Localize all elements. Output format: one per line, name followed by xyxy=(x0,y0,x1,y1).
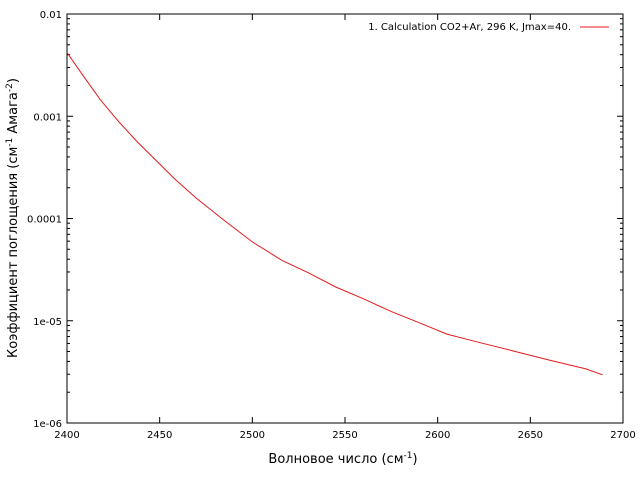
legend-entry-label: 1. Calculation CO2+Ar, 296 K, Jmax=40. xyxy=(368,22,571,33)
series-line xyxy=(66,52,603,376)
x-tick-label: 2700 xyxy=(610,430,635,441)
x-axis-label: Волновое число (см-1) xyxy=(268,451,417,467)
y-tick-label: 1e-05 xyxy=(33,317,62,328)
legend: 1. Calculation CO2+Ar, 296 K, Jmax=40. xyxy=(368,22,609,33)
plot-frame xyxy=(66,13,624,424)
series-layer xyxy=(66,52,603,376)
y-tick-label: 0.0001 xyxy=(27,215,62,226)
y-tick-label: 1e-06 xyxy=(33,419,62,430)
x-tick-label: 2550 xyxy=(332,430,357,441)
y-tick-label: 0.001 xyxy=(33,112,62,123)
y-axis-label: Коэффициент поглощения (см-1 Амага-2) xyxy=(5,78,21,358)
x-tick-label: 2500 xyxy=(240,430,265,441)
y-axis-ticks: 0.01 0.001 0.0001 1e-05 1e-06 xyxy=(27,10,623,430)
x-tick-label: 2650 xyxy=(518,430,543,441)
x-axis-ticks: 2400 2450 2500 2550 2600 2650 2700 xyxy=(54,14,636,441)
y-tick-label: 0.01 xyxy=(40,10,62,21)
x-tick-label: 2450 xyxy=(147,430,172,441)
x-tick-label: 2400 xyxy=(54,430,79,441)
x-tick-label: 2600 xyxy=(425,430,450,441)
